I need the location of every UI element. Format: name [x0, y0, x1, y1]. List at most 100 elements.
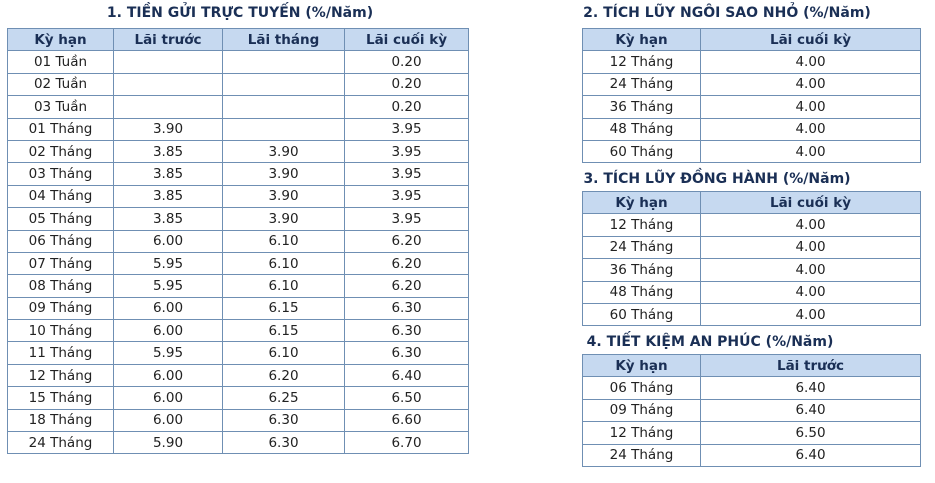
table-title: 4. TIẾT KIỆM AN PHÚC (%/Năm) [586, 334, 834, 350]
table-cell: 6.10 [222, 274, 345, 298]
table-row: 24 Tháng 5.90 6.30 6.70 [7, 431, 469, 455]
table-row: 07 Tháng 5.95 6.10 6.20 [7, 251, 469, 276]
table-row: 48 Tháng 4.00 [582, 280, 921, 304]
table-cell: 4.00 [700, 258, 921, 282]
table-cell: 6.40 [344, 363, 469, 388]
table-cell: 6.40 [700, 398, 921, 423]
table-cell: 6.00 [113, 363, 223, 388]
table-cell: 3.95 [344, 117, 469, 141]
table-cell: 6.40 [700, 443, 921, 467]
rate-table: Kỳ hạn Lãi cuối kỳ 12 Tháng 4.00 24 Tháng 4.0… [582, 190, 921, 327]
table-cell: 10 Tháng [7, 319, 114, 343]
header-row: Kỳ hạn Lãi trước Lãi tháng Lãi cuối kỳ [7, 27, 469, 52]
table-cell: 6.25 [222, 386, 345, 410]
table-cell: 6.30 [222, 408, 345, 433]
table-cell: 5.95 [113, 251, 223, 276]
table-cell: 3.95 [344, 184, 469, 209]
table-row: 12 Tháng 4.00 [582, 213, 921, 237]
table-row: 60 Tháng 4.00 [582, 139, 921, 164]
table-row: 15 Tháng 6.00 6.25 6.50 [7, 386, 469, 410]
table-cell: 6.50 [700, 421, 921, 445]
table-cell: 12 Tháng [582, 421, 701, 445]
table-cell: 24 Tháng [7, 431, 114, 455]
table-cell: 3.85 [113, 162, 223, 186]
table-cell: 0.20 [344, 50, 469, 74]
table-row: 12 Tháng 6.00 6.20 6.40 [7, 363, 469, 388]
table-cell: 6.30 [344, 296, 469, 321]
header-cell: Lãi tháng [222, 27, 345, 52]
table-cell: 0.20 [344, 72, 469, 97]
table-cell: 24 Tháng [582, 443, 701, 467]
header-cell: Lãi trước [700, 353, 921, 378]
table-cell: 4.00 [700, 50, 921, 74]
header-cell: Kỳ hạn [582, 353, 701, 378]
table-cell: 60 Tháng [582, 139, 701, 164]
table-cell: 01 Tháng [7, 117, 114, 141]
table-row: 01 Tháng 3.90 3.95 [7, 117, 469, 141]
table-cell: 08 Tháng [7, 274, 114, 298]
table-cell: 07 Tháng [7, 251, 114, 276]
table-cell: 6.20 [344, 229, 469, 253]
table-cell: 6.30 [344, 341, 469, 365]
table-cell: 0.20 [344, 95, 469, 119]
table-cell: 3.90 [222, 184, 345, 209]
table-cell: 04 Tháng [7, 184, 114, 209]
table-cell: 4.00 [700, 235, 921, 260]
table-cell: 12 Tháng [582, 213, 701, 237]
table-cell: 5.95 [113, 274, 223, 298]
table-cell: 4.00 [700, 117, 921, 141]
table-cell: 6.30 [222, 431, 345, 455]
table-cell: 6.70 [344, 431, 469, 455]
table-cell [222, 117, 345, 141]
table-row: 01 Tuần 0.20 [7, 50, 469, 74]
table-cell: 6.00 [113, 319, 223, 343]
table-cell: 06 Tháng [582, 376, 701, 400]
header-cell: Lãi cuối kỳ [700, 27, 921, 52]
table-cell: 6.15 [222, 319, 345, 343]
table-cell: 3.85 [113, 207, 223, 231]
table-cell: 3.85 [113, 139, 223, 164]
table-cell: 01 Tuần [7, 50, 114, 74]
table-cell: 12 Tháng [7, 363, 114, 388]
table-title: 2. TÍCH LŨY NGÔI SAO NHỎ (%/Năm) [583, 5, 871, 21]
table-cell: 4.00 [700, 280, 921, 304]
table-row: 08 Tháng 5.95 6.10 6.20 [7, 274, 469, 298]
table-cell [113, 50, 223, 74]
table-row: 03 Tháng 3.85 3.90 3.95 [7, 162, 469, 186]
table-cell [222, 95, 345, 119]
rate-table: Kỳ hạn Lãi cuối kỳ 12 Tháng 4.00 24 Tháng 4.0… [582, 27, 921, 164]
table-cell: 4.00 [700, 139, 921, 164]
table-cell: 6.40 [700, 376, 921, 400]
table-cell: 6.00 [113, 229, 223, 253]
table-cell: 24 Tháng [582, 235, 701, 260]
table-cell: 3.85 [113, 184, 223, 209]
table-cell: 3.90 [113, 117, 223, 141]
table-cell: 6.20 [344, 274, 469, 298]
table-row: 36 Tháng 4.00 [582, 95, 921, 119]
table-cell: 03 Tuần [7, 95, 114, 119]
table-row: 06 Tháng 6.00 6.10 6.20 [7, 229, 469, 253]
table-cell: 36 Tháng [582, 95, 701, 119]
header-row: Kỳ hạn Lãi cuối kỳ [582, 27, 921, 52]
header-cell: Lãi cuối kỳ [344, 27, 469, 52]
table-cell: 03 Tháng [7, 162, 114, 186]
rate-table: Kỳ hạn Lãi trước 06 Tháng 6.40 09 Tháng 6.40 1… [582, 353, 921, 467]
rate-table: Kỳ hạn Lãi trước Lãi tháng Lãi cuối kỳ 01 Tu… [7, 27, 469, 455]
table-row: 04 Tháng 3.85 3.90 3.95 [7, 184, 469, 209]
header-cell: Lãi cuối kỳ [700, 190, 921, 215]
table-cell: 6.30 [344, 319, 469, 343]
table-row: 36 Tháng 4.00 [582, 258, 921, 282]
table-cell [222, 72, 345, 97]
table-cell: 6.50 [344, 386, 469, 410]
table-cell: 18 Tháng [7, 408, 114, 433]
table-row: 02 Tháng 3.85 3.90 3.95 [7, 139, 469, 164]
table-cell: 4.00 [700, 72, 921, 97]
table-cell: 6.60 [344, 408, 469, 433]
table-cell: 3.90 [222, 207, 345, 231]
table-cell: 48 Tháng [582, 280, 701, 304]
table-cell: 3.95 [344, 207, 469, 231]
table-cell: 24 Tháng [582, 72, 701, 97]
table-row: 18 Tháng 6.00 6.30 6.60 [7, 408, 469, 433]
table-cell: 05 Tháng [7, 207, 114, 231]
